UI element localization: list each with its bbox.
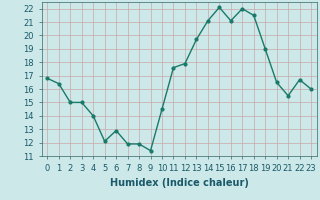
X-axis label: Humidex (Indice chaleur): Humidex (Indice chaleur) xyxy=(110,178,249,188)
